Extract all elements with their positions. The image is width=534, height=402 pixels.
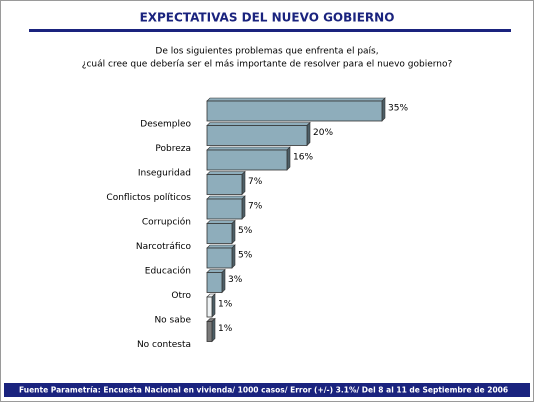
chart-title: EXPECTATIVAS DEL NUEVO GOBIERNO [140,11,395,25]
category-label: No contesta [137,340,191,350]
value-label: 3% [228,275,243,285]
category-label: Otro [171,291,191,301]
category-label: Corrupción [142,217,191,228]
bar-side [241,195,246,220]
bar [206,223,233,244]
value-label: 1% [218,324,233,334]
bar-side [211,317,216,343]
category-label: Narcotráfico [136,242,192,252]
title-rule [29,29,511,32]
bar-top [206,146,291,151]
bar [206,149,288,171]
bar [206,198,243,220]
bar-side [241,170,246,196]
bar [206,272,223,293]
subtitle: De los siguientes problemas que enfrenta… [155,47,378,57]
value-label: 5% [238,251,253,261]
bar-top [206,195,246,200]
bar-top [206,122,311,126]
bar [206,125,308,146]
bar-side [231,244,236,269]
value-label: 7% [248,202,263,212]
bar-side [231,219,236,245]
bar [206,296,213,318]
value-label: 5% [238,226,253,236]
value-label: 7% [248,177,263,187]
footer-band [4,383,530,397]
bar-side [286,146,291,171]
bar-side [306,121,311,147]
bar-side [211,293,216,318]
bar [206,321,213,342]
value-label: 16% [293,153,313,163]
subtitle: ¿cuál cree que debería ser el más import… [82,60,453,70]
bar [206,247,233,269]
value-label: 20% [313,128,333,138]
bar [206,100,383,122]
bar-top [206,220,236,224]
value-label: 1% [218,300,233,310]
bar-side [381,97,386,122]
category-label: No sabe [154,316,191,326]
category-label: Inseguridad [138,169,191,179]
footer-source: Fuente Parametría: Encuesta Nacional en … [19,386,508,395]
bar [206,174,243,195]
category-label: Pobreza [155,144,191,154]
category-label: Educación [145,266,191,277]
bar-top [206,244,236,249]
bar-side [221,268,226,294]
value-label: 35% [388,104,408,114]
category-label: Conflictos políticos [106,193,191,203]
category-label: Desempleo [140,120,191,130]
bar-top [206,97,386,102]
bar-top [206,171,246,175]
